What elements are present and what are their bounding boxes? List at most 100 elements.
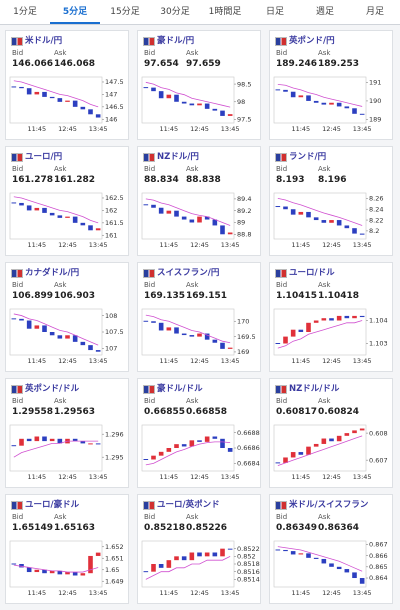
plot-frame (9, 540, 103, 588)
bid-label: Bid (276, 397, 288, 405)
pair-name: カナダドル/円 (25, 268, 80, 278)
candle (321, 558, 327, 564)
currency-panel[interactable]: 米ドル/スイスフラン Bid Ask 0.86349 0.86364 0.867 0.866… (269, 494, 393, 604)
candle (306, 95, 311, 101)
candle (34, 91, 40, 95)
currency-panel[interactable]: ユーロ/ドル Bid Ask 1.10415 1.10418 1.104 1.103 11:4… (269, 262, 393, 372)
candle (344, 433, 350, 436)
y-tick-label: 8.2 (369, 227, 379, 235)
candle (57, 215, 63, 218)
moving-average-line (145, 81, 231, 108)
y-tick-label: 161 (105, 231, 117, 239)
pair-name: 米ドル/スイスフラン (289, 500, 369, 510)
x-tick-label: 13:45 (89, 473, 108, 481)
currency-panel[interactable]: NZドル/ドル Bid Ask 0.60817 0.60824 0.608 0.607 11:… (269, 378, 393, 488)
ask-label: Ask (318, 281, 331, 289)
timeframe-tab[interactable]: 日足 (265, 7, 284, 17)
candle (359, 428, 365, 431)
x-tick-label: 12:45 (190, 241, 209, 249)
y-tick-label: 97.5 (237, 116, 251, 124)
x-tick-label: 12:45 (58, 357, 77, 365)
bid-label: Bid (12, 49, 24, 57)
timeframe-tab[interactable]: 15分足 (110, 7, 140, 17)
x-tick-label: 12:45 (58, 125, 77, 133)
y-tick-label: 0.608 (369, 429, 388, 437)
x-tick-label: 13:45 (353, 473, 372, 481)
pair-name: 英ポンド/ドル (25, 384, 80, 394)
candle (26, 438, 32, 442)
currency-panel[interactable]: NZドル/円 Bid Ask 88.834 88.838 89.4 89.2 89 88.8 11… (137, 146, 261, 256)
candle (49, 332, 55, 336)
y-tick-label: 108 (105, 312, 117, 320)
mini-chart: 170 169.5 169 11:45 12:45 13:45 (141, 308, 256, 365)
currency-panel[interactable]: ユーロ/円 Bid Ask 161.278 161.282 162.5 162 161.5 16… (5, 146, 129, 256)
timeframe-tab[interactable]: 30分足 (160, 7, 190, 17)
bid-value: 97.654 (144, 59, 179, 69)
candle (72, 438, 78, 442)
moving-average-line (13, 440, 99, 458)
y-tick-label: 1.103 (369, 340, 388, 348)
candle (65, 335, 70, 339)
candle (26, 567, 32, 573)
candle (220, 548, 225, 557)
ask-label: Ask (318, 513, 331, 521)
currency-panel[interactable]: 豪ドル/円 Bid Ask 97.654 97.659 98.5 98 97.5 11:45 12… (137, 30, 261, 140)
x-tick-label: 12:45 (58, 473, 77, 481)
mini-chart: 191 190 189 11:45 12:45 13:45 (273, 76, 381, 133)
moving-average-line (13, 80, 99, 108)
ask-label: Ask (54, 397, 67, 405)
timeframe-tab[interactable]: 5分足 (50, 0, 100, 24)
candle (174, 94, 179, 102)
currency-panel[interactable]: 豪ドル/ドル Bid Ask 0.66855 0.66858 0.6688 0.6686 0.… (137, 378, 261, 488)
x-tick-label: 13:45 (89, 589, 108, 597)
ask-label: Ask (318, 49, 331, 57)
bid-value: 0.66855 (144, 407, 185, 417)
candle (181, 216, 187, 220)
currency-panel[interactable]: スイスフラン/円 Bid Ask 169.135 169.151 170 169.5 169 1… (137, 262, 261, 372)
currency-panel[interactable]: 英ポンド/円 Bid Ask 189.246 189.253 191 190 189 11:45… (269, 30, 393, 140)
timeframe-tab[interactable]: 月足 (365, 7, 384, 17)
candle (329, 563, 334, 567)
candle (189, 219, 195, 223)
candle (321, 102, 327, 105)
currency-panel[interactable]: ユーロ/英ポンド Bid Ask 0.85218 0.85226 0.8522 0.852 0… (137, 494, 261, 604)
y-tick-label: 190 (369, 97, 381, 105)
pair-name: ユーロ/英ポンド (157, 500, 220, 510)
candle (49, 212, 55, 216)
candle (11, 86, 17, 88)
x-tick-label: 12:45 (190, 357, 209, 365)
y-tick-label: 1.296 (105, 430, 124, 438)
mini-chart: 108 107.5 107 11:45 12:45 13:45 (9, 308, 124, 365)
timeframe-tab[interactable]: 1時間足 (208, 7, 242, 17)
currency-panel[interactable]: ユーロ/豪ドル Bid Ask 1.65149 1.65163 1.652 1.651 1.6… (5, 494, 129, 604)
x-tick-label: 12:45 (190, 125, 209, 133)
y-tick-label: 0.852 (237, 553, 256, 561)
candle (321, 318, 327, 321)
candle (220, 342, 225, 349)
candle (151, 87, 156, 92)
currency-panel[interactable]: 米ドル/円 Bid Ask 146.066 146.068 147.5 147 146.5 14… (5, 30, 129, 140)
bid-label: Bid (276, 281, 288, 289)
pair-name: 豪ドル/ドル (157, 384, 203, 394)
x-tick-label: 13:45 (221, 589, 240, 597)
x-tick-label: 12:45 (190, 589, 209, 597)
candle (49, 96, 55, 99)
ask-value: 169.151 (186, 291, 227, 301)
timeframe-tab[interactable]: 週足 (315, 7, 334, 17)
y-tick-label: 147.5 (105, 78, 124, 86)
plot-frame (273, 424, 367, 472)
currency-panel[interactable]: カナダドル/円 Bid Ask 106.899 106.903 108 107.5 107 11… (5, 262, 129, 372)
currency-panel[interactable]: 英ポンド/ドル Bid Ask 1.29558 1.29563 1.296 1.295 11:… (5, 378, 129, 488)
plot-frame (273, 192, 367, 240)
candle (227, 232, 233, 235)
ask-label: Ask (186, 397, 199, 405)
pair-name: NZドル/ドル (289, 384, 340, 394)
y-tick-label: 8.22 (369, 216, 383, 224)
candle (88, 109, 93, 115)
candle (151, 204, 156, 208)
timeframe-tab[interactable]: 1分足 (13, 7, 37, 17)
plot-frame (9, 308, 103, 356)
currency-panel[interactable]: ランド/円 Bid Ask 8.193 8.196 8.26 8.24 8.22 8.2 11:4… (269, 146, 393, 256)
x-tick-label: 12:45 (58, 589, 77, 597)
candle (275, 462, 281, 464)
